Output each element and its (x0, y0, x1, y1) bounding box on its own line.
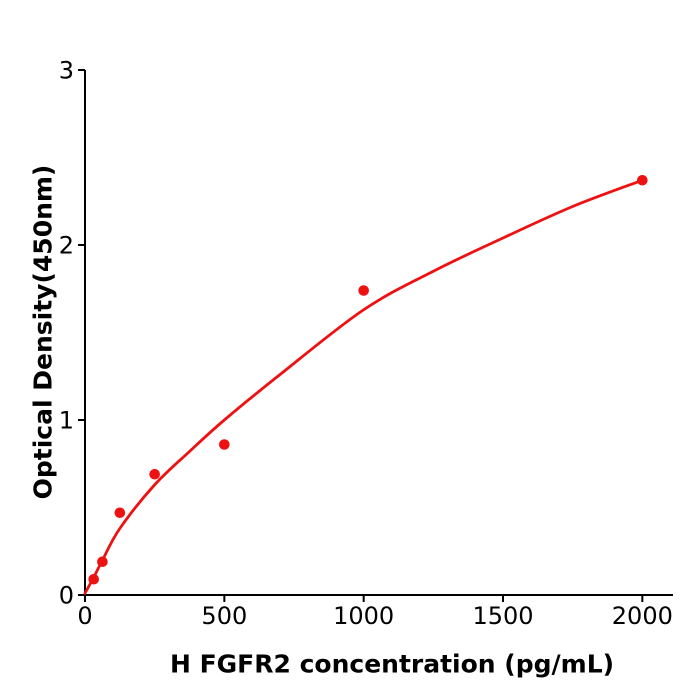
x-tick-label: 0 (77, 602, 92, 630)
y-axis-title: Optical Density(450nm) (28, 164, 58, 500)
fit-curve-line (83, 178, 644, 595)
y-tick-label: 0 (59, 582, 74, 610)
x-axis-title: H FGFR2 concentration (pg/mL) (169, 649, 615, 679)
data-point (358, 285, 369, 296)
data-point (97, 556, 108, 568)
data-point (88, 573, 100, 585)
y-tick-label: 2 (59, 232, 74, 260)
data-point (637, 174, 648, 186)
y-tick-label: 1 (59, 407, 74, 435)
data-point (219, 439, 230, 450)
data-point (149, 468, 160, 480)
x-tick-label: 2000 (612, 602, 673, 630)
data-point (114, 507, 126, 519)
x-tick-label: 1000 (333, 602, 394, 630)
x-tick-label: 500 (201, 602, 247, 630)
y-tick-label: 3 (59, 57, 74, 85)
x-tick-label: 1500 (472, 602, 533, 630)
